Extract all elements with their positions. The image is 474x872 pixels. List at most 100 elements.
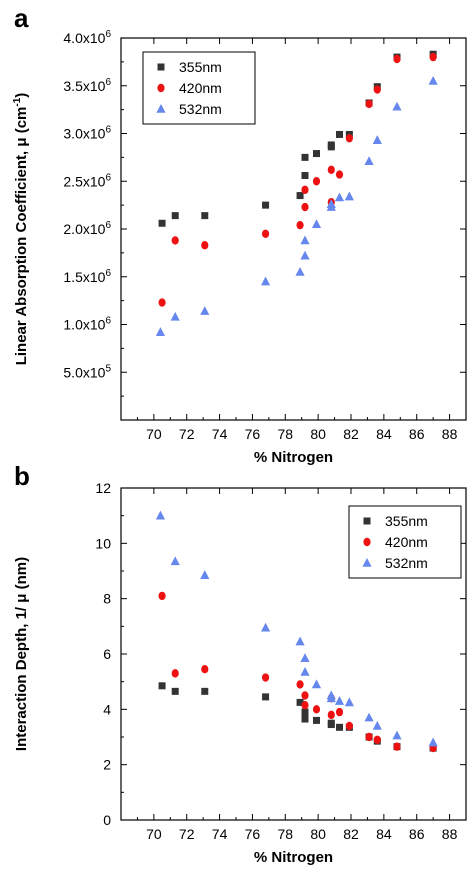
x-tick-label: 82 bbox=[343, 426, 359, 442]
data-point-420nm bbox=[296, 680, 304, 689]
data-point-420nm bbox=[365, 732, 373, 742]
data-point-532nm bbox=[311, 679, 322, 689]
y-tick-label: 6 bbox=[103, 646, 111, 662]
data-point-532nm bbox=[260, 276, 271, 286]
data-point-532nm bbox=[300, 250, 310, 260]
data-point-420nm bbox=[301, 700, 309, 710]
data-point-532nm bbox=[372, 720, 382, 730]
data-point-355nm bbox=[301, 708, 309, 716]
data-point-532nm bbox=[326, 199, 336, 208]
legend-marker-532nm bbox=[156, 104, 166, 113]
data-point-420nm bbox=[345, 721, 353, 731]
data-point-420nm bbox=[171, 236, 179, 245]
x-tick-label: 86 bbox=[409, 826, 425, 842]
data-point-355nm bbox=[296, 192, 304, 200]
x-tick-label: 80 bbox=[310, 826, 326, 842]
data-point-355nm bbox=[171, 212, 179, 220]
data-point-532nm bbox=[344, 191, 354, 201]
series-532nm bbox=[155, 75, 438, 336]
data-point-532nm bbox=[170, 556, 180, 566]
data-point-532nm bbox=[260, 622, 271, 632]
panel-letter: a bbox=[14, 3, 29, 33]
data-point-532nm bbox=[311, 219, 322, 229]
data-point-420nm bbox=[158, 298, 166, 307]
data-point-355nm bbox=[313, 716, 320, 724]
legend-label: 420nm bbox=[385, 534, 428, 550]
data-point-355nm bbox=[301, 715, 309, 723]
data-point-532nm bbox=[295, 636, 305, 646]
x-tick-label: 82 bbox=[343, 826, 359, 842]
legend-label: 355nm bbox=[179, 59, 222, 75]
series-355nm bbox=[158, 682, 437, 752]
data-point-355nm bbox=[158, 219, 166, 227]
data-point-532nm bbox=[300, 666, 310, 676]
data-point-532nm bbox=[170, 311, 180, 321]
legend: 355nm 420nm 532nm bbox=[142, 51, 256, 125]
data-point-420nm bbox=[296, 220, 304, 230]
data-point-532nm bbox=[155, 510, 166, 520]
data-point-420nm bbox=[429, 52, 437, 62]
data-point-355nm bbox=[262, 201, 270, 209]
panel-letter: b bbox=[14, 461, 30, 491]
data-point-355nm bbox=[201, 687, 209, 695]
y-tick-label: 2.5x106 bbox=[63, 172, 111, 189]
x-tick-label: 74 bbox=[212, 426, 228, 442]
legend-marker-420nm bbox=[363, 537, 371, 547]
data-point-532nm bbox=[300, 653, 310, 662]
data-point-532nm bbox=[200, 570, 210, 579]
y-axis-label: Linear Absorption Coefficient, μ (cm-1) bbox=[12, 93, 30, 366]
data-point-420nm bbox=[393, 54, 401, 64]
data-point-532nm bbox=[295, 266, 305, 276]
x-tick-label: 70 bbox=[146, 426, 162, 442]
data-point-420nm bbox=[301, 202, 309, 212]
data-point-420nm bbox=[301, 185, 309, 195]
data-point-532nm bbox=[392, 730, 402, 740]
data-point-420nm bbox=[373, 735, 381, 744]
data-point-532nm bbox=[428, 75, 438, 85]
data-point-420nm bbox=[158, 591, 166, 601]
data-point-420nm bbox=[373, 85, 381, 94]
chart-panel-a: a 70 72 74 76 78 80 82 84 86 88 5.0x105 1.0x106 1.5x1… bbox=[12, 3, 467, 466]
y-tick-label: 5.0x105 bbox=[63, 363, 111, 380]
data-point-420nm bbox=[312, 177, 321, 186]
legend-label: 532nm bbox=[179, 101, 222, 117]
legend-label: 355nm bbox=[385, 513, 428, 529]
data-point-355nm bbox=[336, 723, 343, 731]
series-420nm bbox=[158, 591, 437, 753]
legend: 355nm 420nm 532nm bbox=[348, 505, 462, 579]
data-point-420nm bbox=[345, 134, 353, 143]
data-point-355nm bbox=[301, 172, 309, 180]
data-point-420nm bbox=[201, 665, 209, 674]
y-tick-label: 2 bbox=[103, 757, 111, 773]
x-tick-label: 70 bbox=[146, 826, 162, 842]
x-tick-label: 74 bbox=[212, 826, 228, 842]
x-tick-label: 72 bbox=[179, 426, 195, 442]
data-point-355nm bbox=[262, 693, 270, 701]
data-point-532nm bbox=[334, 696, 345, 705]
x-tick-label: 84 bbox=[376, 826, 392, 842]
data-point-420nm bbox=[301, 691, 309, 700]
x-tick-label: 76 bbox=[245, 426, 261, 442]
x-tick-label: 88 bbox=[442, 826, 458, 842]
data-point-355nm bbox=[327, 721, 335, 729]
data-point-532nm bbox=[372, 135, 382, 144]
series-532nm bbox=[155, 510, 438, 747]
legend-label: 532nm bbox=[385, 555, 428, 571]
data-point-420nm bbox=[261, 229, 270, 238]
data-point-420nm bbox=[327, 165, 335, 174]
data-point-420nm bbox=[335, 170, 344, 179]
y-tick-label: 1.5x106 bbox=[63, 268, 111, 285]
y-tick-label: 10 bbox=[95, 535, 111, 551]
data-point-420nm bbox=[365, 99, 373, 109]
data-point-355nm bbox=[296, 698, 304, 706]
x-tick-label: 76 bbox=[245, 826, 261, 842]
data-point-532nm bbox=[326, 693, 336, 703]
series-420nm bbox=[158, 52, 437, 307]
data-point-420nm bbox=[312, 705, 321, 714]
y-tick-label: 8 bbox=[103, 591, 111, 607]
legend-marker-420nm bbox=[157, 83, 165, 93]
y-tick-label: 4.0x106 bbox=[63, 29, 111, 46]
legend-marker-355nm bbox=[363, 517, 371, 525]
x-tick-label: 78 bbox=[277, 826, 293, 842]
